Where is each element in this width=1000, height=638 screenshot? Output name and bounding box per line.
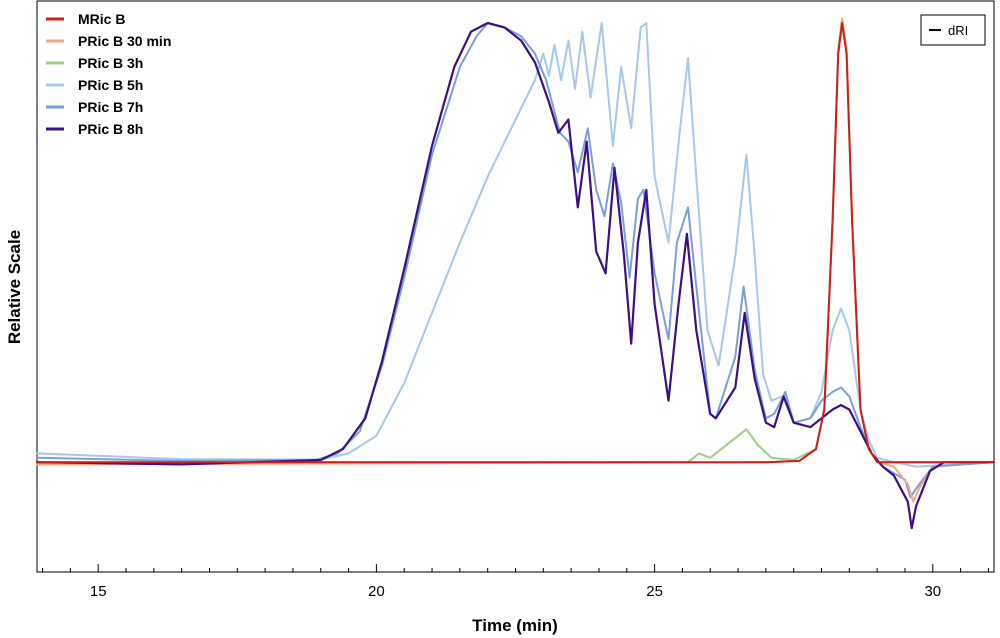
series-line-2 bbox=[36, 22, 995, 464]
x-tick-label: 15 bbox=[90, 583, 107, 600]
series-line-5 bbox=[35, 21, 996, 530]
legend-label: PRic B 7h bbox=[78, 99, 143, 115]
x-tick-label: 20 bbox=[368, 583, 385, 600]
legend-label: PRic B 5h bbox=[78, 77, 143, 93]
x-tick-label: 30 bbox=[924, 583, 941, 600]
x-major-ticks: 15 20 25 30 bbox=[90, 564, 941, 600]
detector-legend: dRI bbox=[920, 14, 986, 46]
x-tick-label: 25 bbox=[646, 583, 663, 600]
y-axis-title: Relative Scale bbox=[5, 230, 24, 344]
detector-legend-label: dRI bbox=[948, 23, 968, 38]
legend-label: PRic B 30 min bbox=[78, 33, 171, 49]
series-line-4 bbox=[36, 22, 995, 499]
series-line-1 bbox=[36, 17, 995, 503]
legend-label: PRic B 3h bbox=[78, 55, 143, 71]
series-line-0 bbox=[36, 22, 995, 464]
legend-label: MRic B bbox=[78, 11, 125, 27]
plot-frame bbox=[36, 0, 995, 573]
series-line-3 bbox=[36, 22, 995, 468]
x-minor-ticks bbox=[42, 568, 989, 572]
legend-label: PRic B 8h bbox=[78, 121, 143, 137]
series-lines bbox=[35, 17, 996, 530]
series-legend: MRic B PRic B 30 min PRic B 3h PRic B 5h PRi… bbox=[46, 11, 171, 137]
x-axis-title: Time (min) bbox=[472, 616, 558, 635]
